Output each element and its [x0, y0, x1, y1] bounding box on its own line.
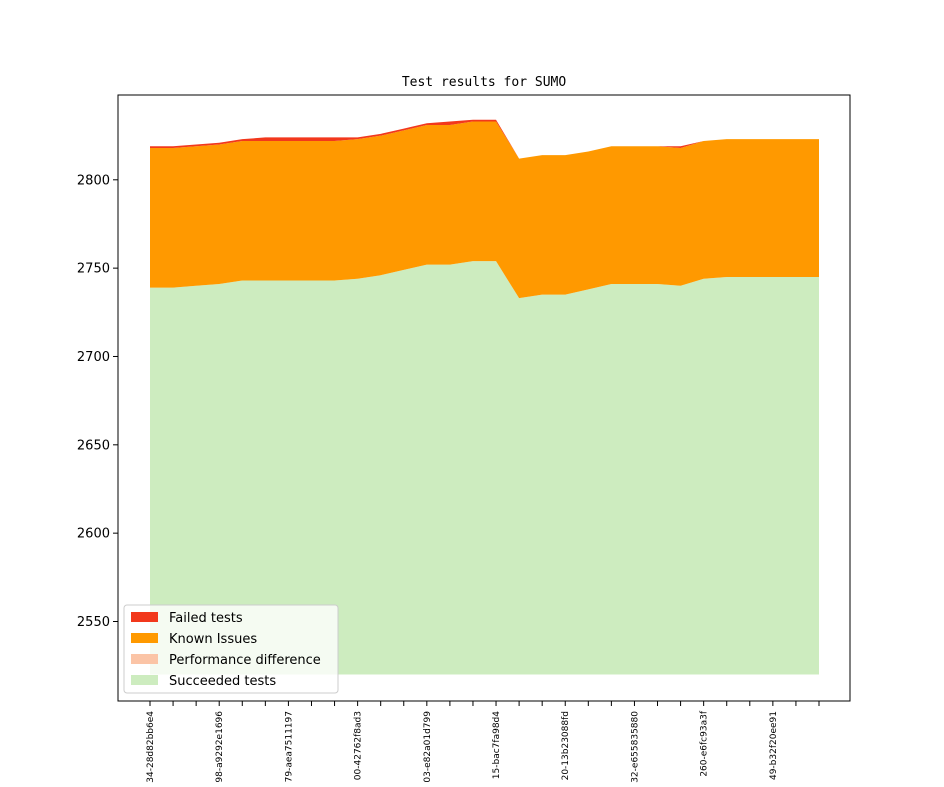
- y-tick-label-2550: 2550: [77, 615, 110, 630]
- y-tick-label-2600: 2600: [77, 527, 110, 542]
- x-tick-label: 98-a9292e1696: [215, 711, 225, 783]
- y-tick-label-2650: 2650: [77, 438, 110, 453]
- x-tick-label: 34-28d82bb6e4: [146, 711, 156, 783]
- y-tick-label-2750: 2750: [77, 262, 110, 277]
- x-tick-label: 00-42762f8ad3: [354, 711, 364, 780]
- x-tick-label: 49-b32f20ee91: [769, 711, 779, 780]
- area-known-issues: [150, 121, 819, 299]
- x-tick-label: 79-aea7511197: [284, 711, 294, 782]
- legend-swatch-performance-difference: [131, 654, 158, 664]
- area-failed-tests: [150, 119, 819, 159]
- area-succeeded-tests: [150, 261, 819, 675]
- legend: Failed tests Known Issues Performance diff…: [123, 604, 339, 694]
- x-tick-label: 03-e82a01d799: [423, 711, 433, 783]
- legend-label-known-issues: Known Issues: [169, 632, 257, 647]
- x-tick-label: 260-e6fc93a3f: [700, 710, 710, 776]
- x-tick-label: 20-13b23088fd: [561, 711, 571, 780]
- y-tick-label-2800: 2800: [77, 173, 110, 188]
- y-tick-label-2700: 2700: [77, 350, 110, 365]
- legend-swatch-failed-tests: [131, 612, 158, 622]
- chart-title: Test results for SUMO: [402, 75, 567, 90]
- y-axis: 2550 2600 2650 2700 2750 2800: [77, 173, 118, 630]
- legend-label-succeeded-tests: Succeeded tests: [169, 674, 276, 689]
- legend-box: [123, 604, 339, 694]
- area-series-group: [150, 119, 819, 675]
- legend-label-failed-tests: Failed tests: [169, 611, 243, 626]
- x-axis: 34-28d82bb6e4 98-a9292e1696 79-aea7511197 0…: [146, 701, 820, 783]
- x-tick-label: 15-bac7fa98d4: [492, 711, 502, 779]
- legend-swatch-known-issues: [131, 633, 158, 643]
- x-tick-label: 32-e655835880: [630, 711, 640, 783]
- legend-swatch-succeeded-tests: [131, 675, 158, 685]
- legend-label-performance-difference: Performance difference: [169, 653, 321, 668]
